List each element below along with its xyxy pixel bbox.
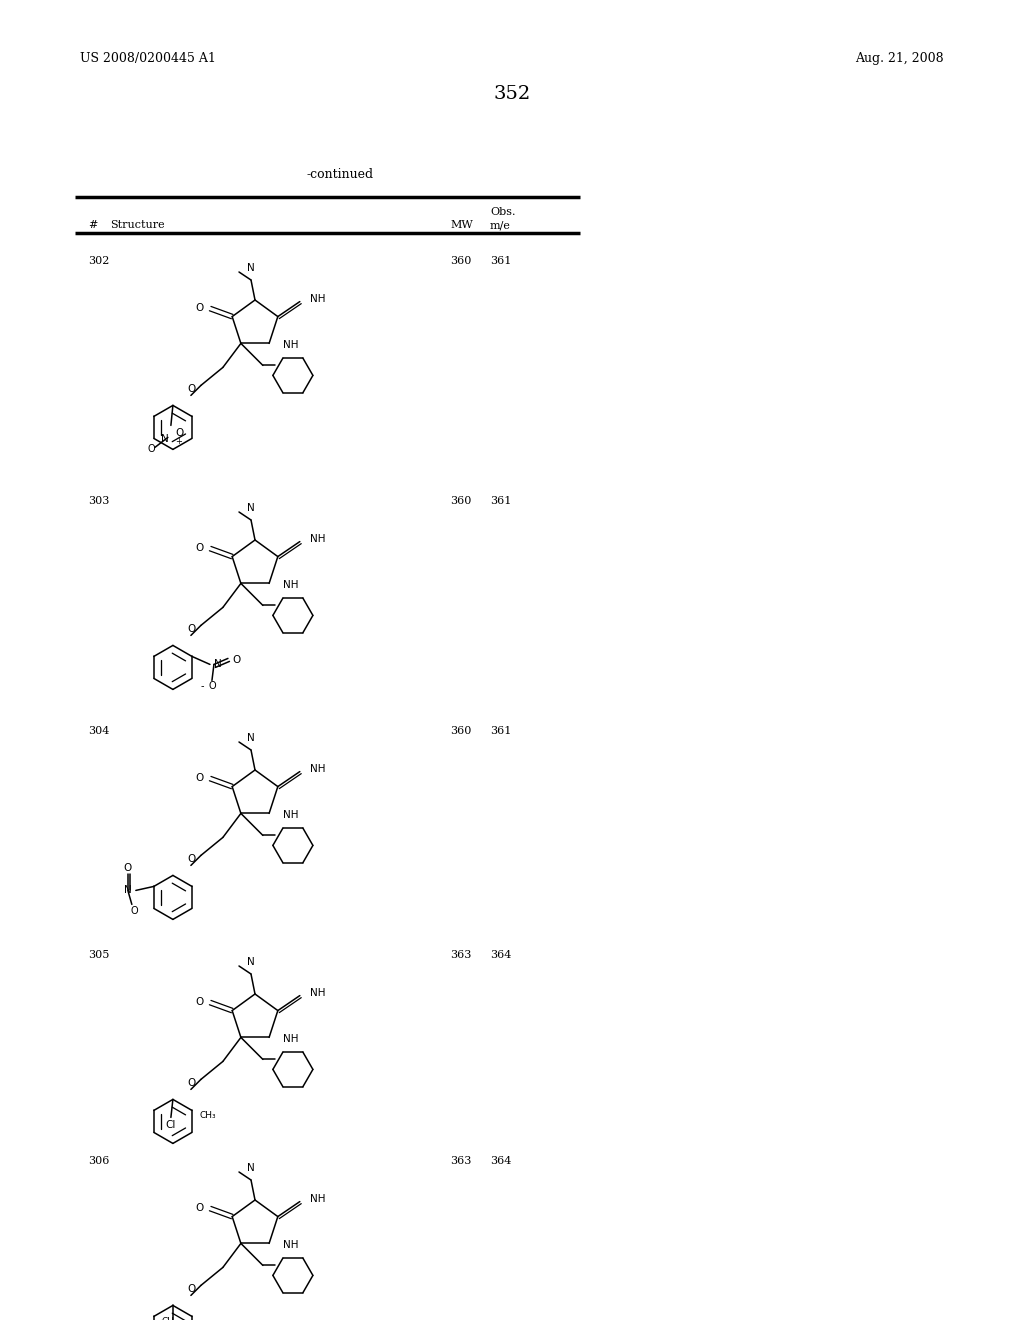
Text: NH: NH [310,763,326,774]
Text: O: O [195,543,203,553]
Text: 306: 306 [88,1156,110,1166]
Text: 361: 361 [490,256,511,267]
Text: -: - [201,681,204,692]
Text: CH₃: CH₃ [162,1317,178,1320]
Text: 363: 363 [450,950,471,960]
Text: NH: NH [310,1193,326,1204]
Text: O: O [147,445,155,454]
Text: O: O [195,1203,203,1213]
Text: O: O [187,624,196,635]
Text: 361: 361 [490,496,511,506]
Text: NH: NH [283,341,299,350]
Text: N: N [247,263,255,273]
Text: m/e: m/e [490,220,511,230]
Text: O: O [208,681,216,692]
Text: #: # [88,220,97,230]
Text: CH₃: CH₃ [200,1111,216,1119]
Text: 360: 360 [450,256,471,267]
Text: O: O [124,863,132,874]
Text: O: O [232,656,241,665]
Text: N: N [247,733,255,743]
Text: O: O [187,1284,196,1295]
Text: O: O [195,997,203,1007]
Text: NH: NH [283,810,299,821]
Text: 361: 361 [490,726,511,737]
Text: NH: NH [310,293,326,304]
Text: 304: 304 [88,726,110,737]
Text: O: O [187,1078,196,1089]
Text: Cl: Cl [166,1121,176,1130]
Text: O: O [195,772,203,783]
Text: MW: MW [450,220,473,230]
Text: +: + [175,437,182,446]
Text: NH: NH [283,1241,299,1250]
Text: NH: NH [283,581,299,590]
Text: -continued: -continued [306,168,374,181]
Text: O: O [187,854,196,865]
Text: N: N [214,660,221,669]
Text: NH: NH [310,987,326,998]
Text: O: O [175,429,183,438]
Text: 360: 360 [450,726,471,737]
Text: 302: 302 [88,256,110,267]
Text: N: N [247,957,255,968]
Text: Obs.: Obs. [490,207,515,216]
Text: NH: NH [310,533,326,544]
Text: 352: 352 [494,84,530,103]
Text: 360: 360 [450,496,471,506]
Text: N: N [161,434,169,445]
Text: O: O [187,384,196,395]
Text: N: N [247,503,255,513]
Text: Structure: Structure [110,220,165,230]
Text: Aug. 21, 2008: Aug. 21, 2008 [855,51,944,65]
Text: O: O [195,302,203,313]
Text: 364: 364 [490,1156,511,1166]
Text: N: N [124,886,132,895]
Text: 363: 363 [450,1156,471,1166]
Text: 305: 305 [88,950,110,960]
Text: N: N [247,1163,255,1173]
Text: 364: 364 [490,950,511,960]
Text: O: O [130,907,137,916]
Text: 303: 303 [88,496,110,506]
Text: US 2008/0200445 A1: US 2008/0200445 A1 [80,51,216,65]
Text: NH: NH [283,1035,299,1044]
